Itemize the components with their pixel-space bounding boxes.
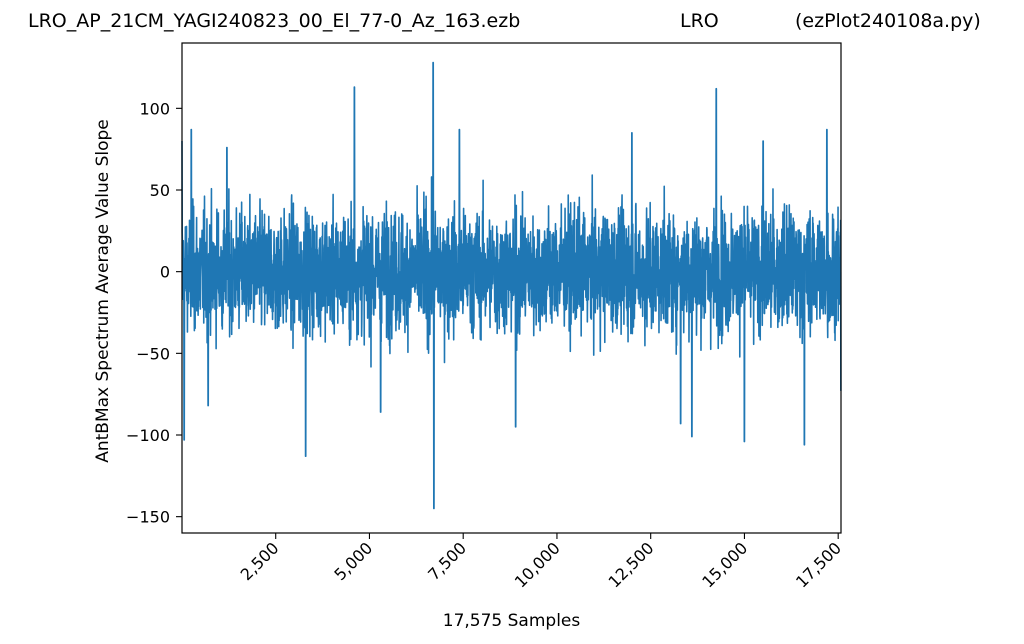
chart-title-script: (ezPlot240108a.py) <box>795 10 981 32</box>
y-tick-label: −150 <box>126 508 170 527</box>
y-axis: −150 −100 −50 0 50 100 <box>126 99 182 527</box>
chart-title-site: LRO <box>680 10 719 32</box>
plot-frame <box>181 42 842 534</box>
x-tick-label: 7,500 <box>424 538 470 584</box>
y-axis-label: AntBMax Spectrum Average Value Slope <box>93 119 113 463</box>
x-axis: 2,500 5,000 7,500 10,000 12,500 15,000 17,500 <box>237 533 845 591</box>
y-tick-label: 50 <box>150 181 170 200</box>
x-tick-label: 15,000 <box>698 538 751 591</box>
series-layer <box>181 61 842 510</box>
x-tick-label: 12,500 <box>605 538 658 591</box>
y-tick-label: −100 <box>126 426 170 445</box>
x-axis-label: 17,575 Samples <box>443 611 581 631</box>
y-tick-label: 100 <box>139 99 170 118</box>
x-tick-label: 10,000 <box>511 538 564 591</box>
x-tick-label: 2,500 <box>237 538 283 584</box>
chart-title-filename: LRO_AP_21CM_YAGI240823_00_El_77-0_Az_163… <box>28 10 521 32</box>
y-tick-label: −50 <box>136 344 170 363</box>
y-tick-label: 0 <box>160 263 170 282</box>
series-line <box>181 61 842 510</box>
x-tick-label: 5,000 <box>330 538 376 584</box>
x-tick-label: 17,500 <box>792 538 845 591</box>
